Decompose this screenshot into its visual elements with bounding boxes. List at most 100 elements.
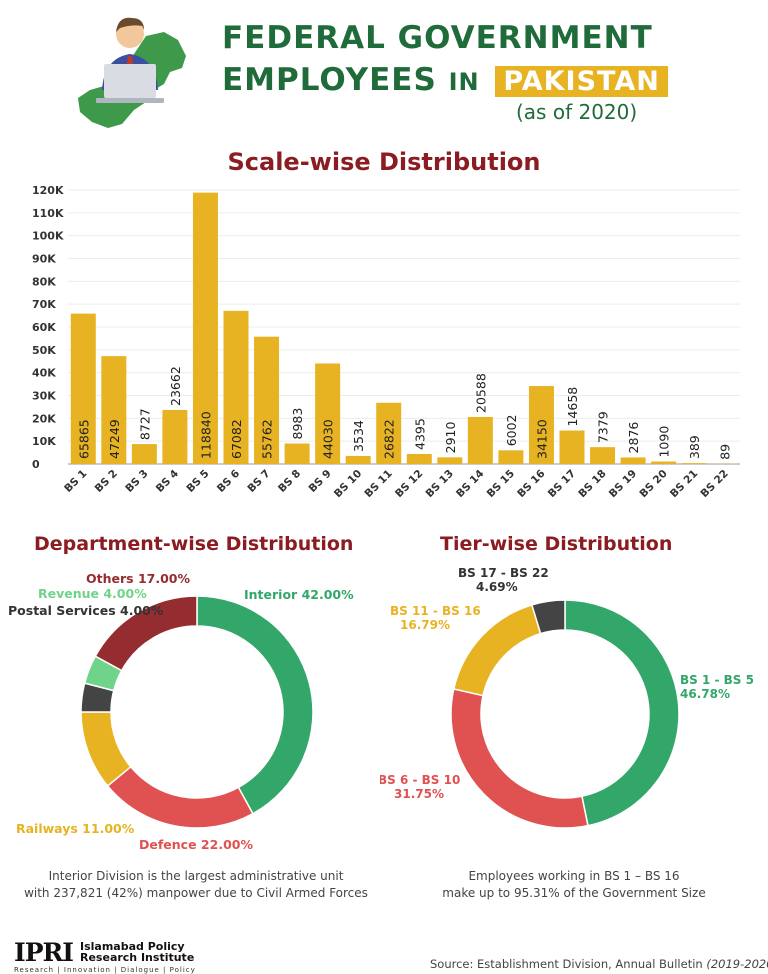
slice-value: 31.75% <box>394 787 444 801</box>
slice-label: Postal Services 4.00% <box>8 603 164 618</box>
department-note: Interior Division is the largest adminis… <box>6 868 386 902</box>
tier-chart-title: Tier-wise Distribution <box>440 533 672 555</box>
slice-label: BS 17 - BS 22 <box>458 566 549 580</box>
y-tick-label: 100K <box>32 230 64 243</box>
bar-value-label: 55762 <box>260 419 275 459</box>
slice-value: 17.00% <box>138 571 191 586</box>
slice-value: 11.00% <box>82 821 135 836</box>
slice-label-name: Others <box>86 571 138 586</box>
laptop-base <box>96 98 164 103</box>
main-title-line1: FEDERAL GOVERNMENT <box>222 20 653 56</box>
x-tick-label: BS 16 <box>515 468 547 500</box>
slice-label-name: Interior <box>244 587 302 602</box>
x-tick-label: BS 19 <box>607 468 639 500</box>
bar-value-label: 389 <box>687 435 702 459</box>
department-donut-chart: Interior 42.00% Defence 22.00% Railways 11… <box>0 560 380 860</box>
y-tick-label: 10K <box>32 435 56 448</box>
bar <box>590 447 615 464</box>
tier-note: Employees working in BS 1 – BS 16 make u… <box>388 868 760 902</box>
slice-label: Revenue 4.00% <box>38 586 147 601</box>
logo-mark: IPRI <box>14 938 73 967</box>
x-tick-label: BS 7 <box>245 468 272 495</box>
donut-slice <box>451 689 588 828</box>
bar <box>437 457 462 464</box>
department-note-line2: with 237,821 (42%) manpower due to Civil… <box>6 885 386 902</box>
department-chart-title: Department-wise Distribution <box>34 533 353 555</box>
bar <box>651 462 676 464</box>
slice-label-name: Postal Services <box>8 603 120 618</box>
bar-value-label: 2876 <box>626 422 641 454</box>
title-country-badge: PAKISTAN <box>495 66 667 97</box>
slice-label-name: Railways <box>16 821 82 836</box>
x-tick-label: BS 20 <box>637 468 669 500</box>
scale-bar-chart: 010K20K30K40K50K60K70K80K90K100K110K120K… <box>0 176 768 516</box>
laptop-screen <box>104 64 156 98</box>
y-tick-label: 110K <box>32 207 64 220</box>
donut-slice <box>454 605 541 696</box>
bar-value-label: 6002 <box>504 414 519 446</box>
slice-value: 4.00% <box>120 603 164 618</box>
logo-name-line2: Research Institute <box>80 952 194 963</box>
bar-value-label: 65865 <box>76 419 91 459</box>
x-tick-label: BS 17 <box>546 468 578 500</box>
slice-label: Defence 22.00% <box>139 837 253 852</box>
main-title-line2: EMPLOYEES IN PAKISTAN <box>222 62 668 98</box>
bar-value-label: 89 <box>718 444 733 460</box>
x-tick-label: BS 22 <box>698 468 730 500</box>
slice-value: 16.79% <box>400 618 450 632</box>
ipri-logo: IPRI Islamabad Policy Research Institute… <box>14 938 73 967</box>
bar-value-label: 4395 <box>412 418 427 450</box>
bar-value-label: 7379 <box>596 411 611 443</box>
bar <box>468 417 493 464</box>
bar-value-label: 3534 <box>351 420 366 452</box>
y-tick-label: 80K <box>32 275 56 288</box>
bar <box>621 457 646 464</box>
bar-value-label: 8983 <box>290 408 305 440</box>
x-tick-label: BS 6 <box>215 468 242 495</box>
y-tick-label: 20K <box>32 412 56 425</box>
x-tick-label: BS 2 <box>93 468 120 495</box>
bar-value-label: 34150 <box>534 419 549 459</box>
bar-value-label: 8727 <box>137 408 152 440</box>
bar <box>560 431 585 464</box>
x-tick-label: BS 9 <box>307 468 334 495</box>
slice-label: Railways 11.00% <box>16 821 135 836</box>
subtitle: (as of 2020) <box>516 100 637 124</box>
bar <box>498 450 523 464</box>
bar-value-label: 44030 <box>321 419 336 459</box>
slice-label-name: Defence <box>139 837 201 852</box>
y-tick-label: 50K <box>32 344 56 357</box>
slice-value: 22.00% <box>201 837 254 852</box>
y-tick-label: 60K <box>32 321 56 334</box>
slice-value: 46.78% <box>680 687 730 701</box>
source-text: Source: Establishment Division, Annual B… <box>430 957 703 971</box>
donut-slice <box>565 600 679 826</box>
slice-label: Interior 42.00% <box>244 587 354 602</box>
slice-value: 4.69% <box>476 580 518 594</box>
bar <box>682 463 707 464</box>
slice-label: Others 17.00% <box>86 571 190 586</box>
bar <box>285 443 310 464</box>
slice-value: 4.00% <box>103 586 147 601</box>
x-tick-label: BS 12 <box>393 468 425 500</box>
donut-slice <box>108 767 253 828</box>
tier-note-line2: make up to 95.31% of the Government Size <box>388 885 760 902</box>
logo-name: Islamabad Policy Research Institute <box>80 941 194 963</box>
bar-value-label: 20588 <box>473 373 488 413</box>
y-tick-label: 90K <box>32 253 56 266</box>
bar-value-label: 67082 <box>229 419 244 459</box>
bar <box>407 454 432 464</box>
x-tick-label: BS 10 <box>332 468 364 500</box>
bar-value-label: 14658 <box>565 387 580 427</box>
bar-chart-title: Scale-wise Distribution <box>0 148 768 176</box>
bar <box>346 456 371 464</box>
title-in: IN <box>449 68 480 96</box>
y-tick-label: 0 <box>32 458 40 471</box>
bar-value-label: 2910 <box>443 421 458 453</box>
y-tick-label: 40K <box>32 367 56 380</box>
bar-value-label: 1090 <box>657 426 672 458</box>
x-tick-label: BS 3 <box>123 468 150 495</box>
slice-label: BS 1 - BS 5 <box>680 673 754 687</box>
x-tick-label: BS 21 <box>668 468 700 500</box>
